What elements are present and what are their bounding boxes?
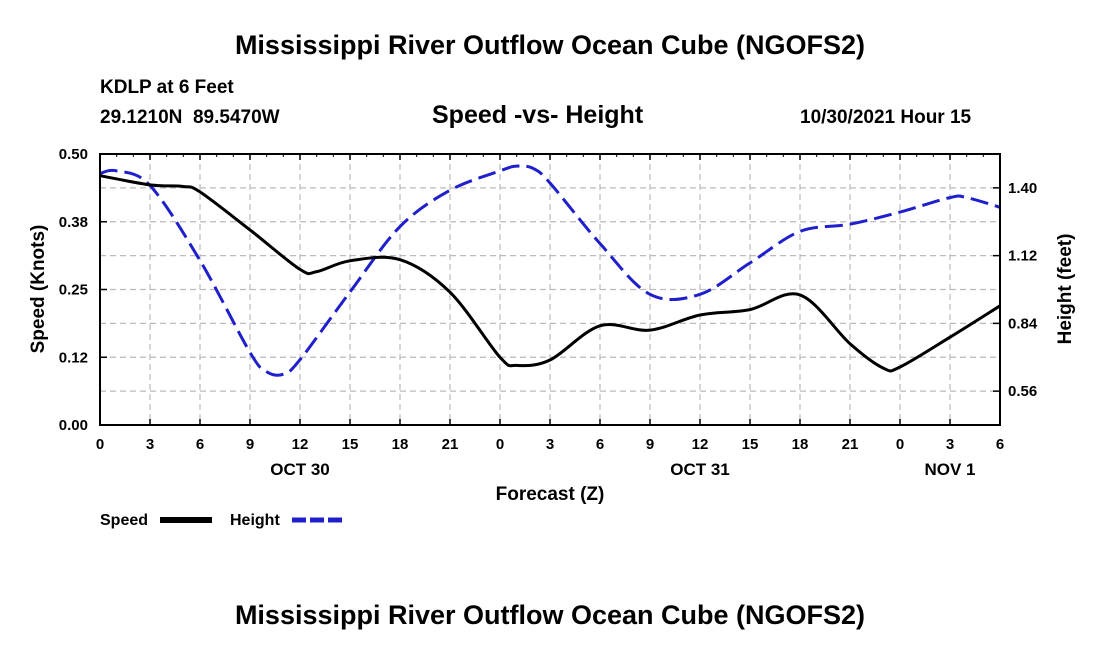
x-tick-label: 15 [742, 436, 759, 453]
x-tick-label: 15 [342, 436, 359, 453]
axis-ticks [99, 153, 1001, 426]
timestamp-label: 10/30/2021 Hour 15 [800, 107, 972, 128]
series-lines [99, 164, 1001, 377]
y-tick-label: 0.38 [59, 214, 88, 231]
legend-height-label: Height [230, 512, 280, 529]
y-tick-label: 0.50 [59, 146, 88, 163]
y-axis-title: Speed (Knots) [28, 225, 49, 354]
x-tick-label: 21 [842, 436, 859, 453]
y-tick-label: 0.25 [59, 282, 88, 299]
x-tick-label: 6 [996, 436, 1004, 453]
y-tick-label: 0.00 [59, 417, 88, 434]
x-tick-label: 6 [596, 436, 604, 453]
grid-lines [100, 154, 1000, 425]
date-label: NOV 1 [924, 460, 975, 479]
x-tick-label: 0 [896, 436, 904, 453]
y-tick-label: 0.12 [59, 349, 88, 366]
y2-tick-label: 1.40 [1008, 180, 1037, 197]
y2-axis-title: Height (feet) [1055, 234, 1076, 345]
station-label: KDLP at 6 Feet [100, 77, 234, 98]
x-tick-label: 3 [946, 436, 954, 453]
y2-tick-label: 0.84 [1008, 315, 1038, 332]
x-tick-label: 0 [496, 436, 504, 453]
x-tick-label: 21 [442, 436, 459, 453]
coordinates-label: 29.1210N 89.5470W [100, 107, 280, 128]
x-tick-label: 3 [146, 436, 154, 453]
height-series-line [99, 164, 1001, 377]
x-tick-label: 12 [692, 436, 709, 453]
x-tick-label: 0 [96, 436, 104, 453]
legend: Speed Height [100, 512, 342, 529]
x-tick-label: 3 [546, 436, 554, 453]
x-tick-label: 6 [196, 436, 204, 453]
x-axis-title: Forecast (Z) [496, 484, 605, 505]
date-label: OCT 30 [270, 460, 330, 479]
x-tick-label: 12 [292, 436, 309, 453]
axis-labels: 0 3 6 9 12 15 18 21 0 3 6 9 12 15 18 21 0 3 6 OCT 30 OCT 31 N… [59, 146, 1038, 479]
date-label: OCT 31 [670, 460, 730, 479]
y2-tick-label: 0.56 [1008, 383, 1037, 400]
x-tick-label: 18 [392, 436, 409, 453]
legend-speed-label: Speed [100, 512, 148, 529]
chart-title: Speed -vs- Height [432, 101, 644, 129]
x-tick-label: 18 [792, 436, 809, 453]
x-tick-label: 9 [246, 436, 254, 453]
footer-title: Mississippi River Outflow Ocean Cube (NG… [234, 600, 866, 630]
page-title: Mississippi River Outflow Ocean Cube (NG… [234, 30, 866, 60]
y2-tick-label: 1.12 [1008, 248, 1037, 265]
speed-series-line [99, 174, 1001, 373]
x-tick-label: 9 [646, 436, 654, 453]
